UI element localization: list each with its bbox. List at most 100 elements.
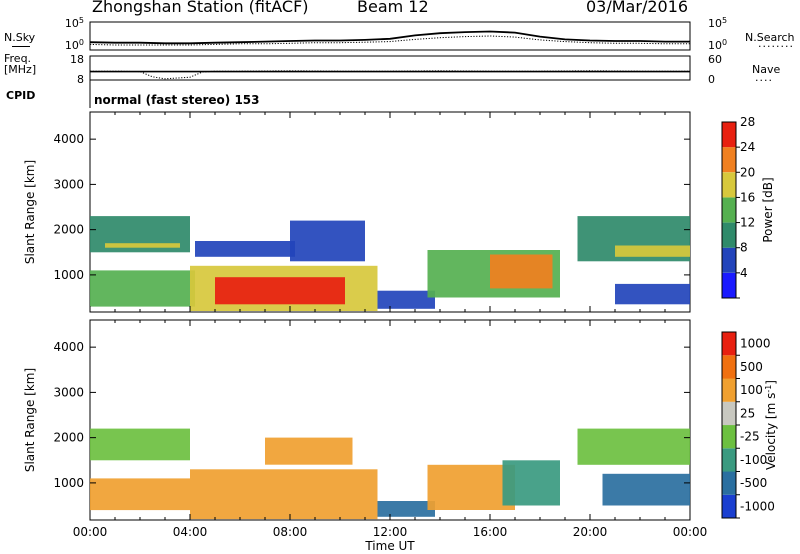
velocity-colorbar-title: Velocity [m s-1]: [764, 380, 778, 470]
power-cell: [215, 277, 345, 305]
power-cell: [105, 243, 180, 248]
header-beam: Beam 12: [357, 0, 429, 16]
velocity-colorbar-swatch: [722, 355, 736, 379]
velocity-colorbar-swatch: [722, 425, 736, 449]
velocity-cell: [427, 464, 515, 510]
velocity-cell: [90, 478, 190, 511]
freq-left-tick: 18: [70, 53, 84, 66]
velocity-cell: [502, 460, 560, 506]
noise-left-tick: 100: [65, 38, 84, 52]
power-cell: [615, 283, 690, 305]
time-tick-label: 00:00: [673, 525, 708, 539]
freq-label-line1: Freq.: [4, 52, 32, 65]
noise-panel-frame: [89, 21, 691, 51]
power-colorbar-label: 28: [740, 115, 755, 129]
noise-right-tick: 105: [708, 16, 727, 30]
velocity-colorbar-swatch: [722, 494, 736, 519]
power-colorbar-label: 24: [740, 140, 755, 154]
velocity-colorbar-swatch: [722, 378, 736, 402]
power-y-tick-label: 2000: [53, 223, 84, 237]
power-colorbar-label: 8: [740, 241, 748, 255]
velocity-colorbar-swatch: [722, 471, 736, 495]
velocity-y-tick-label: 3000: [53, 385, 84, 399]
power-panel: 1000 2000 3000 4000 Slant Range [km]: [23, 112, 691, 312]
power-colorbar-swatch: [722, 172, 736, 198]
velocity-cell: [602, 473, 690, 506]
time-tick-label: 16:00: [473, 525, 508, 539]
velocity-cell: [577, 428, 690, 465]
time-tick-label: 04:00: [173, 525, 208, 539]
power-colorbar: 4 8 12 16 20 24 28 Power [dB]: [721, 115, 775, 299]
power-colorbar-swatch: [722, 272, 736, 298]
velocity-y-tick-label: 2000: [53, 431, 84, 445]
freq-left-tick: 8: [77, 73, 84, 86]
velocity-colorbar-label: 500: [740, 360, 763, 374]
power-colorbar-label: 4: [740, 266, 748, 280]
power-colorbar-swatch: [722, 247, 736, 273]
velocity-colorbar-label: -25: [740, 430, 760, 444]
power-colorbar-frame: [721, 121, 737, 299]
noise-left-tick: 105: [65, 16, 84, 30]
velocity-colorbar-label: 25: [740, 406, 755, 420]
power-cell: [377, 290, 435, 309]
nave-right-tick: 60: [708, 53, 722, 66]
power-cell: [195, 241, 295, 257]
time-tick-label: 00:00: [73, 525, 108, 539]
power-colorbar-label: 16: [740, 190, 755, 204]
power-colorbar-label: 20: [740, 165, 755, 179]
nave-right-tick: 0: [708, 73, 715, 86]
velocity-colorbar-label: -500: [740, 476, 767, 490]
time-tick-label: 20:00: [573, 525, 608, 539]
time-tick-label: 08:00: [273, 525, 308, 539]
velocity-cell: [377, 501, 435, 517]
time-axis: 00:00 04:00 08:00 12:00 16:00 20:00 00:00 Time …: [73, 525, 708, 553]
cpid-text: normal (fast stereo) 153: [94, 93, 260, 107]
nsky-underline: [12, 46, 30, 47]
velocity-cell: [90, 428, 190, 461]
power-y-tick-label: 1000: [53, 268, 84, 282]
noise-series-nsky: [89, 30, 690, 45]
cpid-label: CPID: [6, 89, 36, 102]
velocity-cell: [265, 437, 353, 465]
power-colorbar-swatch: [722, 147, 736, 173]
power-cell: [90, 270, 195, 307]
velocity-y-tick-label: 4000: [53, 340, 84, 354]
velocity-colorbar-label: -1000: [740, 499, 775, 513]
time-axis-label: Time UT: [364, 539, 415, 553]
freq-label-line2: [MHz]: [4, 63, 37, 76]
velocity-y-axis-label: Slant Range [km]: [23, 368, 37, 472]
nsearch-label: N.Search: [745, 31, 795, 44]
power-colorbar-swatch: [722, 222, 736, 248]
power-cell: [490, 254, 553, 289]
time-tick-label: 12:00: [373, 525, 408, 539]
freq-panel: 18 8 60 0: [70, 53, 722, 86]
noise-right-tick: 100: [708, 38, 727, 52]
velocity-panel: 1000 2000 3000 4000 Slant Range [km]: [23, 320, 691, 520]
velocity-cell: [190, 469, 378, 520]
noise-series-nsearch: [89, 35, 690, 46]
nave-legend-dots: ....: [755, 71, 773, 84]
velocity-colorbar-label: 100: [740, 383, 763, 397]
power-y-tick-label: 3000: [53, 177, 84, 191]
power-y-tick-label: 4000: [53, 132, 84, 146]
velocity-colorbar: 1000 500 100 25 -25 -100 -500 -1000 Velocity [m …: [721, 331, 778, 519]
freq-panel-frame: [89, 55, 691, 81]
power-colorbar-swatch: [722, 122, 736, 148]
power-y-axis-label: Slant Range [km]: [23, 160, 37, 264]
velocity-y-tick-label: 1000: [53, 476, 84, 490]
nave-label: Nave: [752, 63, 781, 76]
nsearch-legend-dots: ........: [758, 37, 794, 50]
nsky-label: N.Sky: [4, 31, 36, 44]
freq-series-nave: [90, 70, 690, 80]
power-cell: [290, 220, 365, 262]
power-cell: [615, 245, 690, 257]
power-colorbar-label: 12: [740, 216, 755, 230]
velocity-colorbar-label: 1000: [740, 337, 771, 351]
velocity-colorbar-swatch: [722, 448, 736, 472]
velocity-colorbar-swatch: [722, 332, 736, 356]
header-station: Zhongshan Station (fitACF): [92, 0, 309, 16]
power-colorbar-swatch: [722, 197, 736, 223]
power-colorbar-title: Power [dB]: [761, 177, 775, 242]
noise-panel: 105 100 105 100: [65, 16, 727, 52]
